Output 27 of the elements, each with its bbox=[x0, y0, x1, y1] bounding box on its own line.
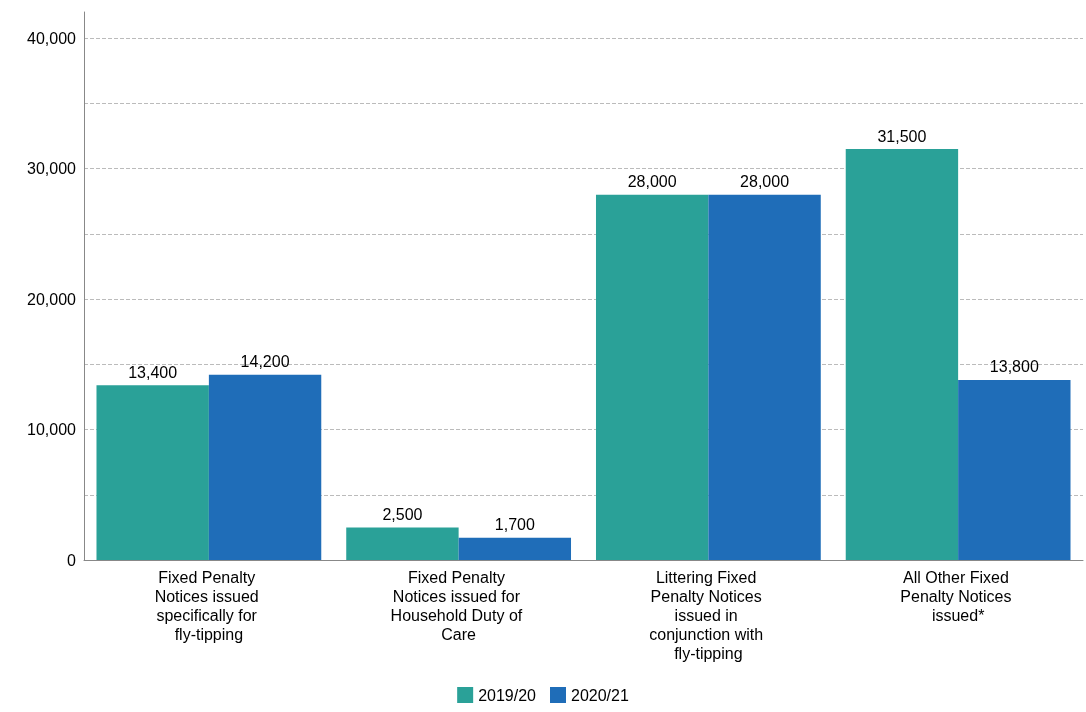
data-label: 2,500 bbox=[382, 505, 423, 523]
bar bbox=[845, 149, 959, 560]
x-tick-label: Fixed Penalty Notices issued specifically for fly-tipping bbox=[154, 569, 264, 643]
bar bbox=[96, 385, 209, 560]
bar bbox=[958, 379, 1071, 560]
legend-label: 2020/21 bbox=[571, 686, 629, 704]
data-label: 13,800 bbox=[989, 358, 1039, 376]
data-label: 31,500 bbox=[877, 127, 927, 145]
bar bbox=[595, 194, 709, 560]
bar bbox=[208, 374, 322, 560]
y-tick-label: 20,000 bbox=[27, 290, 77, 308]
legend-label: 2019/20 bbox=[478, 686, 537, 704]
data-label: 1,700 bbox=[494, 516, 535, 534]
bar bbox=[458, 537, 572, 560]
y-tick-label: 10,000 bbox=[27, 421, 77, 439]
y-tick-label: 0 bbox=[67, 551, 77, 569]
data-label: 13,400 bbox=[128, 363, 178, 381]
x-tick-label: Fixed Penalty Notices issued for Household Duty of Care bbox=[390, 569, 527, 643]
bar bbox=[346, 527, 459, 560]
y-tick-label: 30,000 bbox=[27, 160, 77, 178]
data-label: 28,000 bbox=[627, 173, 677, 191]
data-label: 28,000 bbox=[740, 173, 790, 191]
y-tick-label: 40,000 bbox=[27, 29, 77, 47]
data-label: 14,200 bbox=[240, 353, 290, 371]
x-tick-label: All Other Fixed Penalty Notices issued* bbox=[900, 569, 1016, 624]
x-tick-label: Littering Fixed Penalty Notices issued in conjunction with fly-tipping bbox=[649, 569, 768, 662]
bar bbox=[708, 194, 821, 560]
